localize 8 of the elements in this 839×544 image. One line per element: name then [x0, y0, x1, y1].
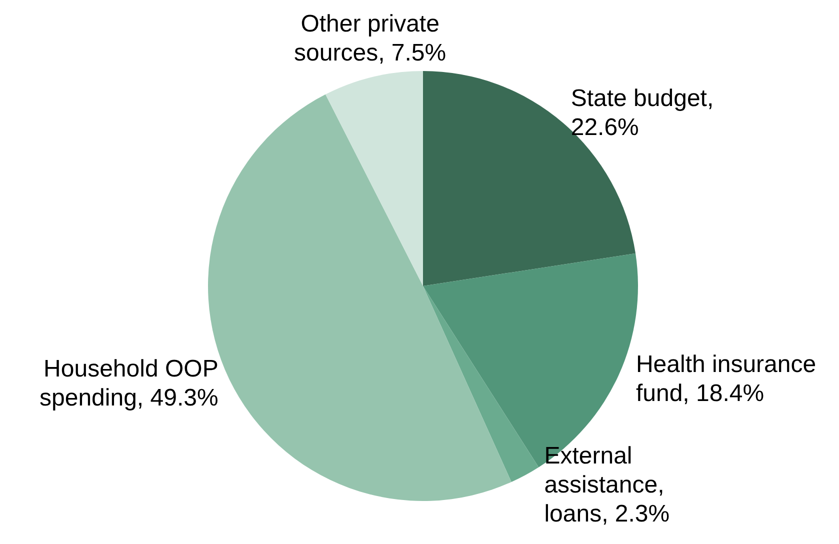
pie-slice	[423, 253, 638, 468]
slice-label: Household OOP spending, 49.3%	[40, 356, 218, 412]
slice-label: Health insurance fund, 18.4%	[636, 351, 816, 408]
slice-label: Other private sources, 7.5%	[294, 10, 446, 66]
slice-label: State budget, 22.6%	[570, 85, 714, 142]
pie-slice	[423, 286, 539, 482]
pie-slice	[423, 71, 636, 286]
pie-slice	[325, 71, 423, 286]
